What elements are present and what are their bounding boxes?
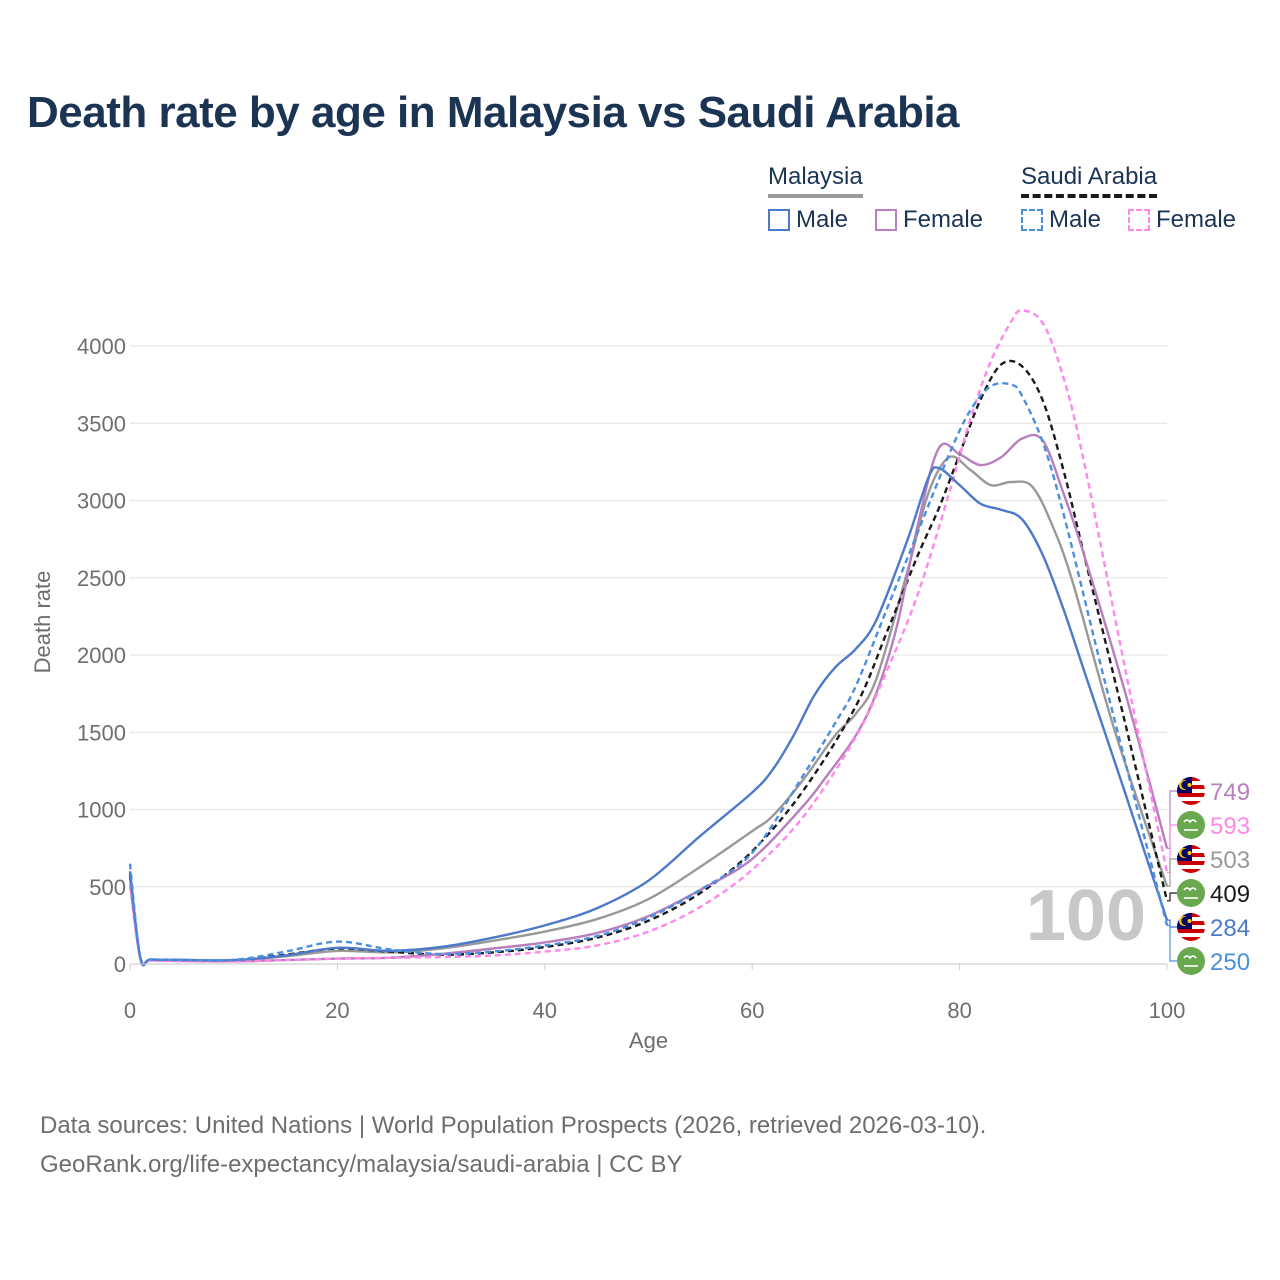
axes: 0 500 1000 1500 2000 2500 3000 3500 4000 0 20 40 60 8… bbox=[30, 334, 1185, 1053]
end-label-connector bbox=[1167, 924, 1178, 962]
y-tick-label: 1500 bbox=[77, 720, 126, 745]
age-watermark: 100 bbox=[1026, 876, 1146, 956]
source-note: Data sources: United Nations | World Pop… bbox=[40, 1106, 986, 1184]
series-line-sa-total bbox=[128, 359, 1169, 967]
source-line-1: Data sources: United Nations | World Pop… bbox=[40, 1112, 987, 1139]
saudi-arabia-flag-icon bbox=[1177, 879, 1205, 907]
end-label-value: 284 bbox=[1210, 915, 1250, 942]
y-tick-label: 2000 bbox=[77, 643, 126, 668]
saudi-arabia-flag-icon bbox=[1177, 947, 1205, 975]
malaysia-flag-icon bbox=[1177, 845, 1205, 873]
end-label-value: 749 bbox=[1210, 779, 1250, 806]
x-tick-label: 40 bbox=[533, 998, 557, 1023]
y-tick-label: 3000 bbox=[77, 489, 126, 514]
y-tick-label: 2500 bbox=[77, 566, 126, 591]
y-tick-label: 0 bbox=[114, 952, 126, 977]
x-tick-label: 20 bbox=[325, 998, 349, 1023]
malaysia-flag-icon bbox=[1177, 913, 1205, 941]
series-line-sa-female bbox=[128, 309, 1169, 967]
x-tick-label: 80 bbox=[947, 998, 971, 1023]
x-tick-label: 60 bbox=[740, 998, 764, 1023]
series-line-my-female bbox=[128, 433, 1169, 966]
x-tick-label: 0 bbox=[124, 998, 136, 1023]
x-tick-label: 100 bbox=[1149, 998, 1186, 1023]
end-label-value: 503 bbox=[1210, 847, 1250, 874]
series-line-my-total bbox=[128, 455, 1169, 966]
chart-title: Death rate by age in Malaysia vs Saudi A… bbox=[27, 88, 960, 137]
series-layer bbox=[128, 309, 1169, 967]
end-label-value: 593 bbox=[1210, 813, 1250, 840]
end-label-connector bbox=[1167, 858, 1178, 887]
end-label-connector bbox=[1167, 790, 1178, 849]
y-axis-label: Death rate bbox=[30, 571, 55, 674]
malaysia-flag-icon bbox=[1177, 777, 1205, 805]
end-labels: 749 593 503 409 284 250 bbox=[1167, 777, 1250, 976]
y-tick-label: 4000 bbox=[77, 334, 126, 359]
y-tick-label: 500 bbox=[89, 875, 126, 900]
end-label-value: 409 bbox=[1210, 881, 1250, 908]
gridlines bbox=[130, 345, 1167, 965]
y-tick-label: 3500 bbox=[77, 411, 126, 436]
end-label-connector bbox=[1167, 919, 1178, 928]
source-line-2[interactable]: GeoRank.org/life-expectancy/malaysia/sau… bbox=[40, 1151, 683, 1178]
y-tick-label: 1000 bbox=[77, 798, 126, 823]
x-axis-label: Age bbox=[629, 1028, 668, 1053]
saudi-arabia-flag-icon bbox=[1177, 811, 1205, 839]
series-line-my-male bbox=[128, 466, 1169, 966]
series-line-sa-male bbox=[128, 381, 1169, 967]
watermark-layer: 100 bbox=[1026, 876, 1146, 956]
end-label-value: 250 bbox=[1210, 949, 1250, 976]
end-label-connector bbox=[1167, 892, 1178, 902]
end-label-connector bbox=[1167, 824, 1178, 874]
